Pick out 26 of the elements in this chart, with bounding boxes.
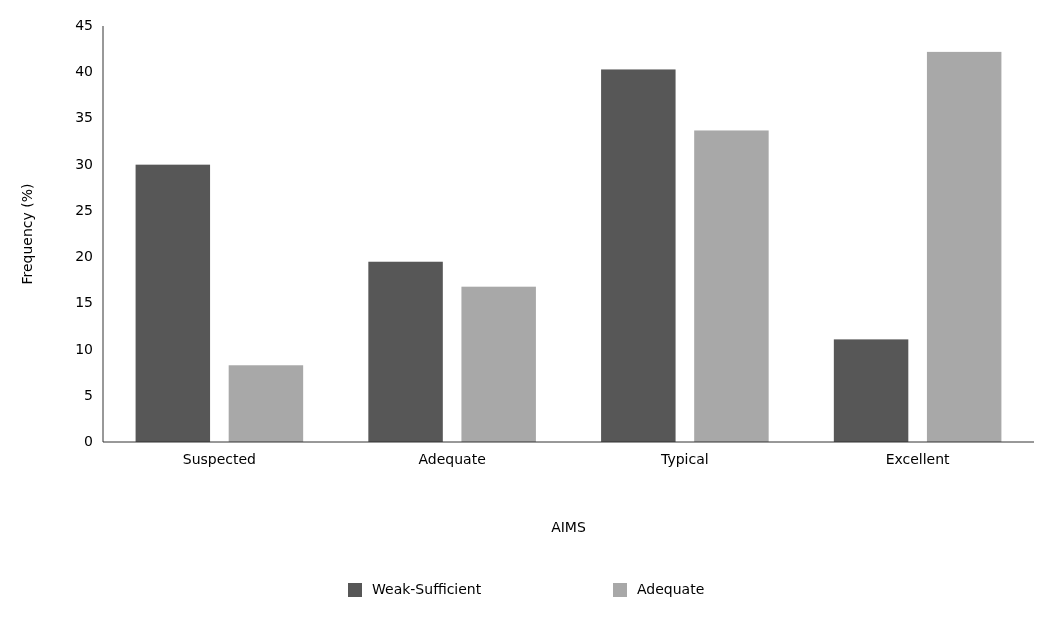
x-tick-label: Adequate — [418, 451, 486, 467]
bar — [228, 365, 304, 442]
bar — [926, 51, 1002, 442]
y-tick-label: 15 — [75, 294, 93, 311]
y-tick-label: 25 — [75, 201, 93, 218]
legend-label: Adequate — [637, 581, 705, 597]
x-tick-label: Excellent — [885, 451, 951, 467]
legend-label: Weak-Sufficient — [372, 581, 482, 597]
bar — [461, 286, 536, 442]
x-tick-label: Suspected — [182, 451, 256, 467]
bar — [694, 130, 769, 442]
x-tick-label: Typical — [660, 451, 709, 467]
y-tick-label: 10 — [75, 340, 93, 357]
bar — [601, 69, 676, 442]
y-tick-label: 35 — [75, 109, 93, 126]
x-axis-title: AIMS — [551, 519, 586, 535]
y-tick-label: 20 — [75, 248, 93, 265]
y-tick-label: 40 — [75, 63, 93, 80]
y-tick-label: 45 — [75, 17, 93, 33]
y-tick-label: 5 — [84, 386, 93, 403]
y-axis-title: Frequency (%) — [19, 183, 35, 285]
bar — [135, 164, 211, 442]
bar — [368, 261, 443, 442]
bar — [833, 339, 909, 442]
y-tick-label: 0 — [84, 433, 93, 449]
y-tick-label: 30 — [75, 155, 93, 172]
